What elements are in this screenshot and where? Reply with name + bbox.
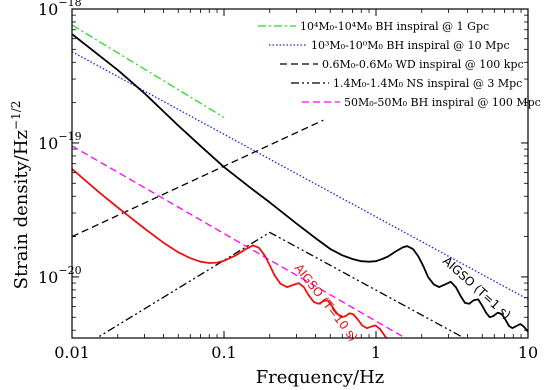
legend-label-wd: 0.6M₀-0.6M₀ WD inspiral @ 100 kpc: [322, 58, 524, 71]
x-tick-label: 1: [371, 343, 381, 362]
legend: 10⁴M₀-10⁴M₀ BH inspiral @ 1 Gpc 10³M₀-10⁰…: [258, 20, 541, 109]
series-bh_1e3: [72, 51, 528, 300]
y-tick-exponent: −18: [58, 0, 81, 9]
y-tick-base: 10: [38, 0, 58, 19]
annotation-aigso-10s: AIGSO (T=10 s): [292, 261, 361, 344]
x-axis-label: Frequency/Hz: [256, 367, 385, 388]
y-tick-label: 10−20: [38, 264, 82, 287]
x-tick-label: 0.01: [54, 343, 90, 362]
legend-label-bh_1e3: 10³M₀-10⁰M₀ BH inspiral @ 10 Mpc: [311, 39, 510, 52]
y-axis-label-text: Strain density/Hz: [11, 130, 32, 289]
series-layer: [72, 24, 528, 338]
series-bh_1e4: [72, 24, 225, 119]
series-wd: [72, 119, 324, 238]
x-tick-label: 0.1: [211, 343, 236, 362]
legend-label-bh_1e4: 10⁴M₀-10⁴M₀ BH inspiral @ 1 Gpc: [300, 20, 489, 33]
y-tick-label: 10−18: [38, 0, 82, 19]
series-aigso_1s: [72, 33, 528, 333]
series-ns: [95, 231, 466, 338]
y-tick-exponent: −19: [58, 130, 81, 143]
legend-label-ns: 1.4M₀-1.4M₀ NS inspiral @ 3 Mpc: [333, 77, 522, 90]
y-tick-exponent: −20: [58, 264, 81, 277]
legend-label-bh_50: 50M₀-50M₀ BH inspiral @ 100 Mpc: [344, 96, 541, 109]
plot-frame: [71, 8, 529, 339]
annotation-aigso-1s: AIGSO (T=1 s): [440, 254, 514, 322]
y-axis-label-exponent: −1/2: [9, 101, 23, 130]
y-tick-base: 10: [38, 268, 58, 287]
y-axis-label: Strain density/Hz−1/2: [9, 101, 32, 290]
y-tick-label: 10−19: [38, 130, 82, 153]
y-tick-base: 10: [38, 134, 58, 153]
x-tick-label: 10: [518, 343, 538, 362]
series-aigso_10s: [72, 168, 388, 338]
annotations: AIGSO (T=1 s) AIGSO (T=10 s): [292, 254, 514, 344]
